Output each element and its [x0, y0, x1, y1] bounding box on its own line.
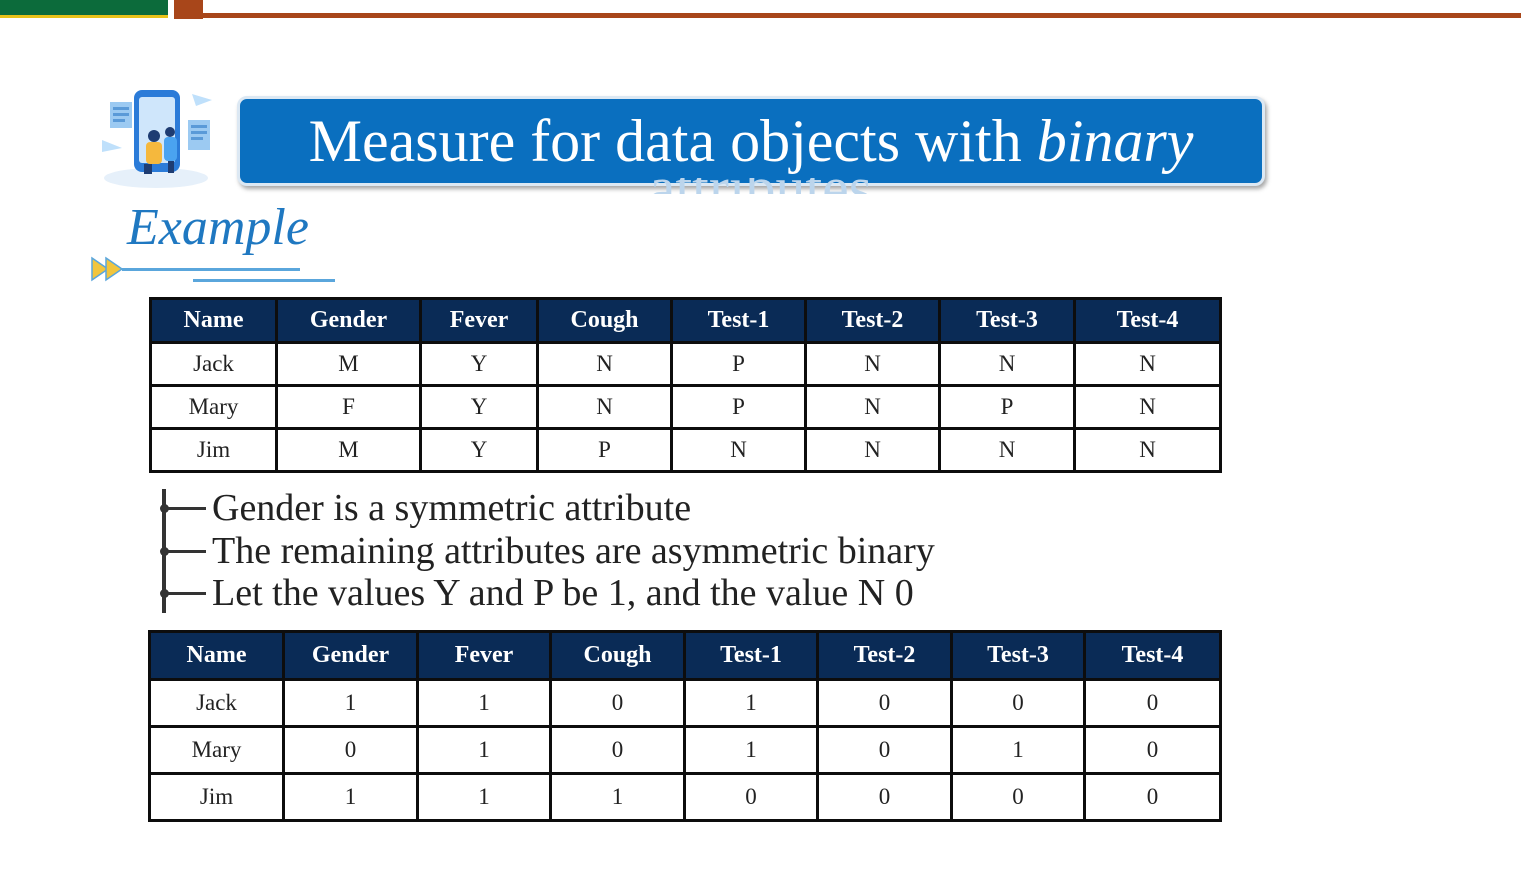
table-cell: 0 [950, 678, 1086, 728]
table-cell: 1 [950, 725, 1086, 775]
table-cell: 0 [816, 678, 953, 728]
table-cell: N [804, 341, 941, 387]
table-cell: 1 [416, 772, 552, 822]
column-header: Test-1 [683, 630, 819, 681]
bullet-dot [160, 504, 169, 513]
bullet-line [166, 550, 206, 553]
column-header: Test-3 [938, 297, 1076, 344]
table-cell: 1 [683, 725, 819, 775]
table-cell: P [670, 384, 807, 430]
table-cell: Y [419, 341, 539, 387]
table-cell: N [938, 341, 1076, 387]
column-header: Test-4 [1073, 297, 1222, 344]
table-cell: F [275, 384, 422, 430]
table-cell: 1 [549, 772, 686, 822]
people-with-phone-illustration-icon [102, 90, 212, 188]
slide-title: Measure for data objects with binary [240, 105, 1262, 177]
table-cell: Y [419, 384, 539, 430]
table-row: Jack M Y N P N N N [149, 341, 1222, 387]
title-italic-text: binary [1036, 108, 1194, 174]
table-row: Jack 1 1 0 1 0 0 0 [148, 678, 1222, 728]
top-bar-brown-line [203, 13, 1521, 18]
title-plain-text: Measure for data objects with [308, 108, 1037, 174]
table-cell: Y [419, 427, 539, 473]
table-cell: 0 [1083, 772, 1222, 822]
bullet-dot [160, 589, 169, 598]
table-cell: P [670, 341, 807, 387]
column-header: Cough [549, 630, 686, 681]
table-row: Jim 1 1 1 0 0 0 0 [148, 772, 1222, 822]
table-cell: Jim [149, 427, 278, 473]
top-bar-brown-block [174, 0, 203, 19]
table-header-row: Name Gender Fever Cough Test-1 Test-2 Te… [149, 297, 1222, 344]
table-cell: 0 [1083, 678, 1222, 728]
column-header: Test-4 [1083, 630, 1222, 681]
table-cell: 0 [1083, 725, 1222, 775]
column-header: Test-1 [670, 297, 807, 344]
table-cell: M [275, 341, 422, 387]
column-header: Cough [536, 297, 673, 344]
top-bar-yellow [0, 15, 168, 18]
table-cell: Mary [148, 725, 285, 775]
table-cell: Jim [148, 772, 285, 822]
table-row: Mary F Y N P N P N [149, 384, 1222, 430]
heading-underline-secondary [193, 279, 335, 282]
table-cell: N [670, 427, 807, 473]
column-header: Name [149, 297, 278, 344]
bullet-dot [160, 547, 169, 556]
column-header: Test-2 [804, 297, 941, 344]
table-cell: 0 [816, 725, 953, 775]
table-cell: N [536, 384, 673, 430]
note-text: The remaining attributes are asymmetric … [212, 530, 935, 572]
table-cell: 1 [683, 678, 819, 728]
table-cell: 1 [282, 678, 419, 728]
raw-values-table: Name Gender Fever Cough Test-1 Test-2 Te… [149, 297, 1222, 473]
note-text: Gender is a symmetric attribute [212, 487, 692, 529]
bullet-line [166, 592, 206, 595]
table-cell: N [938, 427, 1076, 473]
top-bar-green [0, 0, 168, 15]
column-header: Test-3 [950, 630, 1086, 681]
table-cell: 0 [282, 725, 419, 775]
table-cell: 0 [549, 725, 686, 775]
table-cell: Mary [149, 384, 278, 430]
table-cell: 0 [683, 772, 819, 822]
table-cell: N [1073, 427, 1222, 473]
table-cell: Jack [149, 341, 278, 387]
section-heading: Example [127, 199, 309, 256]
column-header: Gender [275, 297, 422, 344]
column-header: Fever [416, 630, 552, 681]
table-cell: P [536, 427, 673, 473]
table-cell: 1 [282, 772, 419, 822]
binary-values-table: Name Gender Fever Cough Test-1 Test-2 Te… [148, 630, 1222, 822]
title-banner: Measure for data objects with binary [237, 96, 1265, 186]
note-text: Let the values Y and P be 1, and the val… [212, 572, 914, 614]
table-cell: N [804, 384, 941, 430]
table-cell: 0 [816, 772, 953, 822]
table-cell: 1 [416, 678, 552, 728]
table-header-row: Name Gender Fever Cough Test-1 Test-2 Te… [148, 630, 1222, 681]
double-arrow-icon [91, 256, 124, 282]
table-cell: 0 [549, 678, 686, 728]
column-header: Name [148, 630, 285, 681]
table-cell: N [804, 427, 941, 473]
table-cell: N [536, 341, 673, 387]
table-row: Mary 0 1 0 1 0 1 0 [148, 725, 1222, 775]
column-header: Test-2 [816, 630, 953, 681]
bullet-line [166, 507, 206, 510]
table-cell: M [275, 427, 422, 473]
heading-underline [122, 268, 300, 271]
table-cell: Jack [148, 678, 285, 728]
table-cell: 0 [950, 772, 1086, 822]
table-row: Jim M Y P N N N N [149, 427, 1222, 473]
table-cell: 1 [416, 725, 552, 775]
table-cell: N [1073, 341, 1222, 387]
title-overflow-text: attributes [0, 178, 1521, 194]
column-header: Fever [419, 297, 539, 344]
table-cell: P [938, 384, 1076, 430]
column-header: Gender [282, 630, 419, 681]
table-cell: N [1073, 384, 1222, 430]
